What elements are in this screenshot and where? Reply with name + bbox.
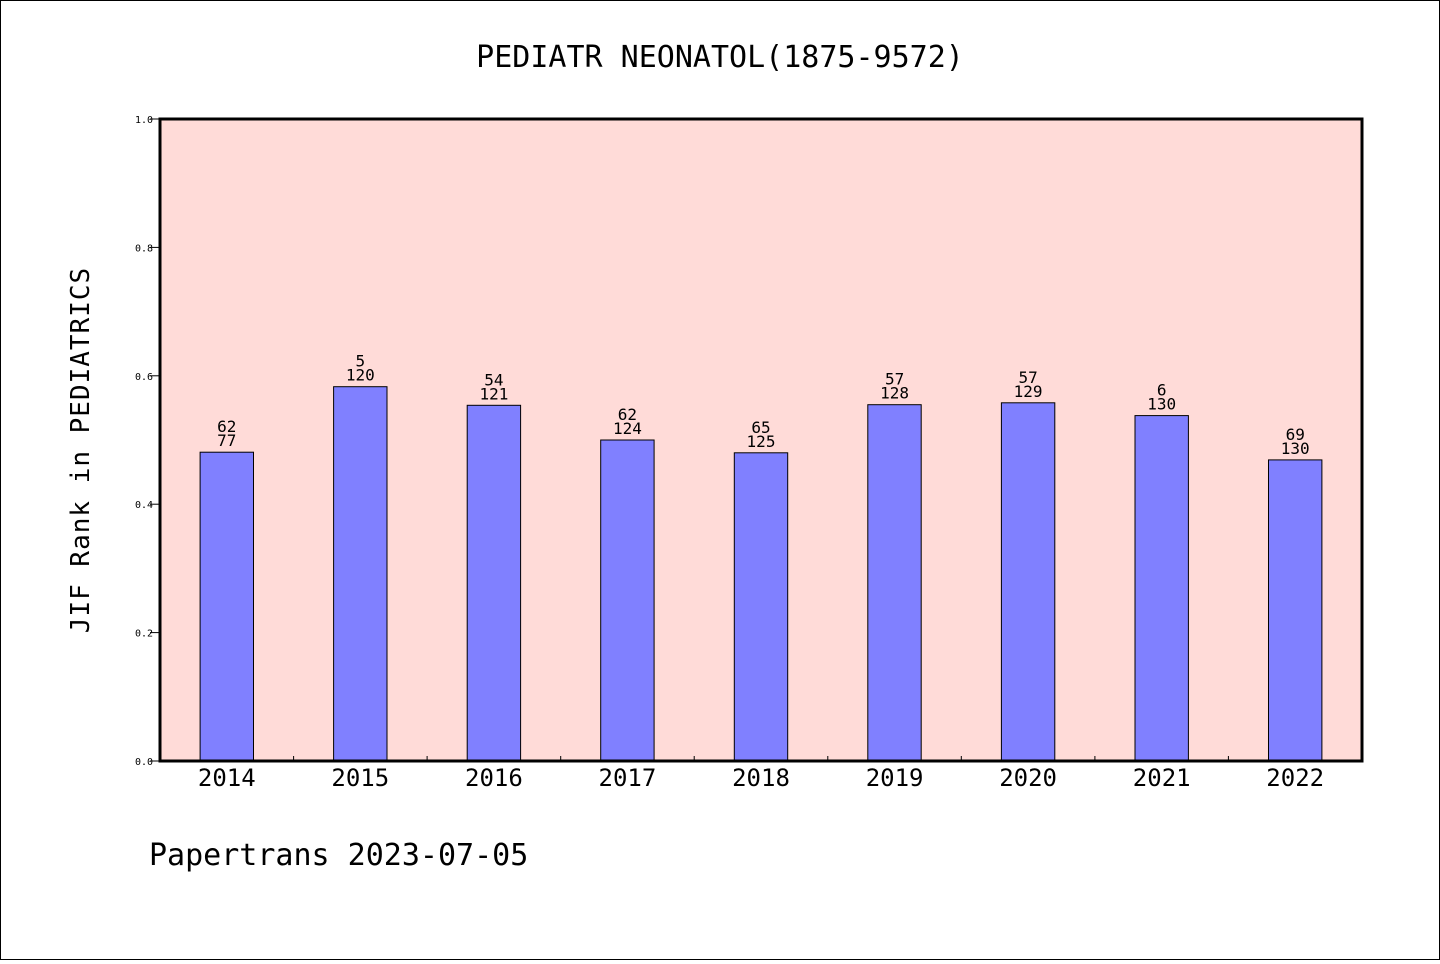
x-tick-label-2022: 2022 [1266,764,1324,792]
rank-label-2020: 57 [1018,368,1037,387]
y-tick-label: 1.0 [135,115,153,126]
rank-label-2019: 57 [885,370,904,389]
x-tick-label-2015: 2015 [331,764,389,792]
y-tick-label: 0.6 [135,372,153,383]
chart-title: PEDIATR NEONATOL(1875-9572) [476,40,964,75]
x-axis: 2014 2015 2016 2017 2018 2019 2020 2021 2022 [198,756,1324,792]
total-label-2016: 121 [479,384,508,403]
bar-2019 [867,404,922,762]
total-label-2014: 77 [217,431,236,450]
total-label-2022: 130 [1281,439,1310,458]
rank-label-2021: 6 [1157,381,1167,400]
x-tick-label-2020: 2020 [999,764,1057,792]
x-tick-label-2017: 2017 [599,764,657,792]
rank-label-2015: 5 [355,352,365,371]
bar-2020 [1000,402,1056,762]
y-axis: 0.0 0.2 0.4 0.6 0.8 1.0 [135,115,160,768]
y-tick-label: 0.4 [135,500,153,511]
total-label-2019: 128 [880,384,909,403]
rank-label-2016: 54 [484,370,503,389]
total-label-2017: 124 [613,419,642,438]
footer-credit: Papertrans 2023-07-05 [149,838,528,873]
x-tick-label-2018: 2018 [732,764,790,792]
rank-label-2018: 65 [751,418,770,437]
rank-label-2017: 62 [618,405,637,424]
x-tick-label-2014: 2014 [198,764,256,792]
x-tick-label-2019: 2019 [866,764,924,792]
bar-2017 [600,439,655,762]
rank-label-2022: 69 [1286,425,1305,444]
plot-border [158,117,1364,763]
total-label-2015: 120 [346,366,375,385]
total-label-2018: 125 [747,432,776,451]
y-tick-label: 0.8 [135,243,153,254]
rank-label-2014: 62 [217,417,236,436]
bar-2022 [1268,459,1323,762]
total-label-2021: 130 [1147,395,1176,414]
bars-group [199,386,1323,762]
bar-2018 [733,452,789,762]
bar-2016 [466,404,522,762]
x-tick-label-2021: 2021 [1133,764,1191,792]
total-label-2020: 129 [1014,382,1043,401]
x-tick-label-2016: 2016 [465,764,523,792]
y-tick-label: 0.0 [135,757,153,768]
y-tick-label: 0.2 [135,629,153,640]
bar-2014 [199,451,255,762]
y-axis-label: JIF Rank in PEDIATRICS [66,267,96,633]
bar-2021 [1134,415,1189,762]
bar-2015 [333,386,388,762]
